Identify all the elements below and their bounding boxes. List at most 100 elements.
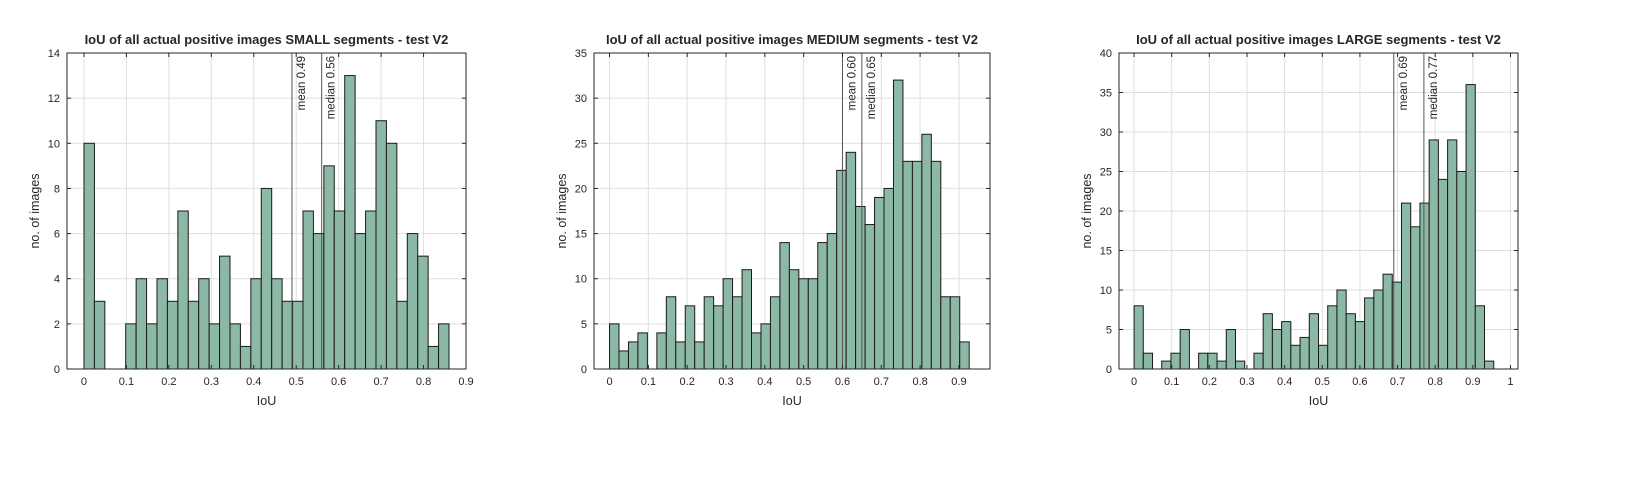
chart-title: IoU of all actual positive images MEDIUM… bbox=[606, 32, 978, 47]
median-label: median 0.65 bbox=[866, 56, 878, 119]
histogram-bar bbox=[855, 205, 866, 370]
histogram-bar bbox=[1133, 305, 1144, 370]
x-tick-label: 0.4 bbox=[246, 376, 261, 388]
histogram-bar bbox=[125, 323, 137, 370]
histogram-bar bbox=[1465, 84, 1476, 370]
histogram-bar bbox=[396, 300, 408, 370]
histogram-bar bbox=[732, 296, 743, 370]
x-tick-label: 0 bbox=[81, 376, 87, 388]
histogram-bar bbox=[187, 300, 200, 370]
histogram-bar bbox=[93, 300, 106, 370]
histogram-bar bbox=[883, 187, 894, 370]
histogram-bar bbox=[427, 345, 440, 370]
histogram-bar bbox=[1318, 344, 1329, 370]
histogram-bar bbox=[135, 278, 148, 370]
chart-0: mean 0.49 median 0.56 0 0.1 0.2 0.3 0.4 0.5 0.6 0… bbox=[28, 32, 474, 408]
histogram-bar bbox=[219, 255, 231, 370]
x-tick-label: 0.2 bbox=[680, 376, 695, 388]
histogram-bar bbox=[239, 345, 252, 370]
histogram-bar bbox=[836, 169, 847, 370]
x-tick-label: 0.9 bbox=[458, 376, 473, 388]
histogram-bar bbox=[684, 305, 696, 370]
histogram-bar bbox=[892, 79, 904, 370]
histogram-bar bbox=[208, 323, 221, 370]
histogram-bar bbox=[1364, 297, 1375, 370]
x-tick-label: 0.1 bbox=[641, 376, 656, 388]
histogram-bar bbox=[959, 341, 970, 370]
histogram-bar bbox=[1373, 289, 1384, 370]
y-tick-label: 0 bbox=[1106, 364, 1112, 376]
x-tick-label: 0.3 bbox=[1239, 376, 1254, 388]
histogram-bar bbox=[1299, 336, 1310, 370]
histogram-bar bbox=[703, 296, 715, 370]
x-tick-label: 0.5 bbox=[796, 376, 811, 388]
histogram-bar bbox=[344, 75, 356, 370]
y-tick-label: 10 bbox=[48, 138, 60, 150]
y-tick-label: 25 bbox=[1100, 167, 1112, 179]
x-tick-label: 0.8 bbox=[1428, 376, 1443, 388]
histogram-bar bbox=[911, 160, 923, 370]
histogram-bar bbox=[302, 210, 314, 370]
x-tick-label: 0.1 bbox=[1164, 376, 1179, 388]
histogram-bar bbox=[281, 300, 294, 370]
histogram-bar bbox=[260, 187, 273, 370]
histogram-bar bbox=[930, 160, 942, 370]
y-tick-label: 10 bbox=[1100, 285, 1112, 297]
axes-box bbox=[66, 52, 467, 370]
y-tick-label: 15 bbox=[1100, 246, 1112, 258]
histogram-bar bbox=[323, 165, 335, 370]
y-axis-label: no. of images bbox=[28, 173, 42, 248]
median-label: median 0.77 bbox=[1428, 56, 1440, 119]
histogram-bar bbox=[375, 120, 387, 370]
x-tick-label: 0.3 bbox=[204, 376, 219, 388]
histogram-bar bbox=[864, 224, 876, 370]
histogram-bar bbox=[826, 233, 838, 370]
x-tick-label: 0 bbox=[606, 376, 612, 388]
histogram-bar bbox=[1271, 329, 1283, 370]
histogram-bar bbox=[271, 278, 283, 370]
histogram-bar bbox=[902, 160, 913, 370]
chart-1: mean 0.60 median 0.65 0 0.1 0.2 0.3 0.4 0.5 0.6 0… bbox=[555, 32, 991, 408]
x-tick-label: 0.4 bbox=[757, 376, 772, 388]
histogram-bar bbox=[1447, 139, 1458, 370]
histogram-bar bbox=[1161, 360, 1172, 370]
histogram-bar bbox=[1336, 289, 1347, 370]
y-tick-label: 15 bbox=[575, 229, 587, 241]
histogram-bar bbox=[1290, 344, 1301, 370]
histogram-bar bbox=[845, 151, 857, 370]
histogram-bar bbox=[817, 242, 828, 370]
histogram-bar bbox=[1142, 352, 1154, 370]
y-tick-label: 5 bbox=[581, 319, 587, 331]
y-tick-label: 4 bbox=[54, 274, 60, 286]
histogram-bar bbox=[874, 196, 885, 370]
y-axis-label: no. of images bbox=[555, 173, 569, 248]
histogram-bar bbox=[656, 332, 667, 370]
histogram-bar bbox=[1483, 360, 1495, 370]
x-tick-label: 0.6 bbox=[331, 376, 346, 388]
histogram-bar bbox=[166, 300, 179, 370]
y-tick-label: 10 bbox=[575, 274, 587, 286]
x-axis-label: IoU bbox=[782, 394, 801, 408]
x-axis-label: IoU bbox=[257, 394, 276, 408]
y-tick-label: 5 bbox=[1106, 325, 1112, 337]
histogram-bar bbox=[637, 332, 648, 370]
histogram-bar bbox=[1382, 273, 1393, 370]
y-tick-label: 8 bbox=[54, 183, 60, 195]
x-tick-label: 0.6 bbox=[1352, 376, 1367, 388]
histogram-bar bbox=[627, 341, 639, 370]
x-tick-label: 0.2 bbox=[161, 376, 176, 388]
histogram-bar bbox=[156, 278, 168, 370]
histogram-bar bbox=[949, 296, 961, 370]
mean-label: mean 0.60 bbox=[846, 56, 858, 110]
y-tick-label: 25 bbox=[575, 138, 587, 150]
histogram-bar bbox=[1281, 321, 1292, 370]
chart-title: IoU of all actual positive images LARGE … bbox=[1136, 32, 1501, 47]
histogram-bar bbox=[1437, 178, 1449, 370]
histogram-bar bbox=[1474, 305, 1485, 370]
y-tick-label: 14 bbox=[48, 48, 60, 60]
histogram-bar bbox=[1354, 321, 1366, 370]
histogram-bar bbox=[1225, 329, 1237, 370]
histogram-bar bbox=[788, 269, 800, 370]
y-tick-label: 30 bbox=[1100, 127, 1112, 139]
